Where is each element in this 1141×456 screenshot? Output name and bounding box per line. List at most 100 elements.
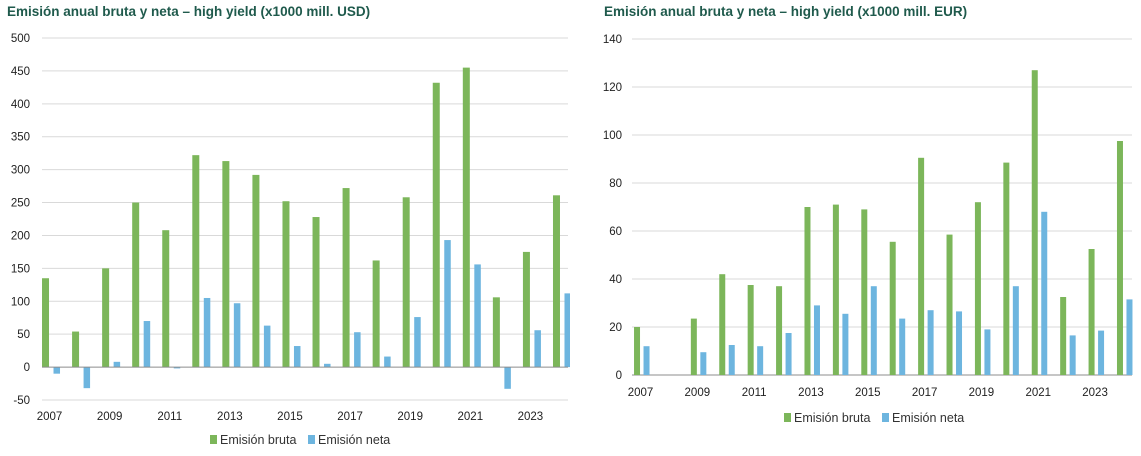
bar-emision-bruta-2024 xyxy=(1116,141,1123,375)
x-tick-label: 2011 xyxy=(157,411,182,423)
gridlines xyxy=(42,37,568,401)
bar-emision-neta-2020 xyxy=(444,240,451,368)
bar-emision-bruta-2015 xyxy=(282,201,290,368)
y-tick-label: 120 xyxy=(603,82,622,94)
bar-emision-bruta-2021 xyxy=(1031,70,1038,375)
y-tick-label: 300 xyxy=(11,165,30,177)
bar-emision-neta-2017 xyxy=(354,332,361,368)
bar-emision-bruta-2014 xyxy=(252,174,260,368)
bar-emision-neta-2011 xyxy=(173,367,181,369)
bar-emision-neta-2023 xyxy=(534,330,541,368)
x-tick-label: 2019 xyxy=(397,411,423,423)
bar-emision-neta-2019 xyxy=(984,329,991,375)
y-tick-label: 100 xyxy=(603,130,622,142)
bar-emision-neta-2022 xyxy=(504,367,511,389)
bar-emision-bruta-2015 xyxy=(861,209,868,375)
legend-label-emision-neta: Emisión neta xyxy=(318,433,390,447)
bar-emision-neta-2019 xyxy=(414,317,421,368)
chart-eur: Emisión anual bruta y neta – high yield … xyxy=(603,4,1133,425)
bar-emision-neta-2020 xyxy=(1012,286,1019,375)
bar-emision-neta-2015 xyxy=(293,346,301,368)
bar-emision-neta-2013 xyxy=(813,305,820,375)
x-tick-label: 2021 xyxy=(1025,387,1051,399)
bar-emision-bruta-2010 xyxy=(719,274,726,375)
bar-emision-neta-2018 xyxy=(384,356,391,368)
y-tick-label: 200 xyxy=(11,230,30,242)
bar-emision-neta-2009 xyxy=(113,361,121,368)
y-axis-labels: 0 20 40 60 80 100 120 140 xyxy=(603,34,622,382)
y-tick-label: 150 xyxy=(11,263,30,275)
bar-emision-neta-2024 xyxy=(1126,299,1133,375)
y-tick-label: 20 xyxy=(609,322,622,334)
bar-emision-bruta-2011 xyxy=(162,230,170,368)
y-tick-label: 60 xyxy=(609,226,622,238)
y-tick-label: 80 xyxy=(609,178,622,190)
legend-label-emision-neta: Emisión neta xyxy=(892,411,964,425)
x-tick-label: 2013 xyxy=(217,411,243,423)
x-tick-label: 2013 xyxy=(798,387,824,399)
bar-emision-bruta-2016 xyxy=(889,241,896,375)
x-tick-label: 2007 xyxy=(628,387,654,399)
bar-emision-neta-2011 xyxy=(757,346,764,375)
bar-emision-neta-2021 xyxy=(474,264,481,368)
bar-emision-neta-2016 xyxy=(899,318,906,375)
bar-emision-bruta-2018 xyxy=(372,260,380,368)
x-axis-labels: 2007 2009 2011 2013 2015 2017 2019 2021 2023 xyxy=(628,387,1108,399)
bar-emision-bruta-2021 xyxy=(462,67,470,368)
y-tick-label: 0 xyxy=(616,370,622,382)
legend-swatch-emision-neta xyxy=(882,413,889,422)
bar-emision-neta-2017 xyxy=(927,310,934,375)
x-tick-label: 2015 xyxy=(277,411,303,423)
bar-emision-bruta-2018 xyxy=(946,234,953,375)
bar-emision-neta-2023 xyxy=(1098,330,1105,375)
bar-emision-bruta-2014 xyxy=(832,204,839,375)
x-tick-label: 2011 xyxy=(742,387,767,399)
bar-emision-bruta-2012 xyxy=(776,286,783,375)
y-tick-label: 0 xyxy=(24,362,30,374)
legend-swatch-emision-bruta xyxy=(210,435,217,444)
bar-emision-neta-2012 xyxy=(203,297,211,368)
bar-emision-bruta-2022 xyxy=(1060,297,1067,375)
bar-emision-bruta-2016 xyxy=(312,217,320,368)
bar-emision-neta-2016 xyxy=(324,363,331,368)
x-tick-label: 2023 xyxy=(1082,387,1108,399)
bar-emision-neta-2022 xyxy=(1069,335,1076,375)
y-tick-label: 500 xyxy=(11,33,30,45)
bar-emision-bruta-2009 xyxy=(690,318,697,375)
legend: Emisión bruta Emisión neta xyxy=(784,411,964,425)
legend-label-emision-bruta: Emisión bruta xyxy=(794,411,870,425)
bar-emision-neta-2014 xyxy=(263,325,271,368)
y-axis-labels: -50 0 50 100 150 200 250 300 350 400 450 500 xyxy=(11,33,30,407)
bars xyxy=(634,70,1133,375)
x-tick-label: 2017 xyxy=(337,411,363,423)
legend-swatch-emision-neta xyxy=(308,435,315,444)
bar-emision-neta-2008 xyxy=(83,367,91,389)
y-tick-label: 40 xyxy=(609,274,622,286)
chart-title: Emisión anual bruta y neta – high yield … xyxy=(7,4,370,19)
bar-emision-bruta-2024 xyxy=(552,195,560,368)
y-tick-label: 250 xyxy=(11,198,30,210)
bars xyxy=(42,67,570,389)
bar-emision-bruta-2013 xyxy=(222,161,230,368)
bar-emision-bruta-2020 xyxy=(1003,162,1010,375)
bar-emision-bruta-2020 xyxy=(432,82,440,368)
bar-emision-bruta-2012 xyxy=(192,155,200,368)
bar-emision-bruta-2011 xyxy=(747,285,754,375)
x-tick-label: 2009 xyxy=(97,411,123,423)
bar-emision-bruta-2009 xyxy=(102,268,110,368)
bar-emision-neta-2018 xyxy=(956,311,963,375)
y-tick-label: 400 xyxy=(11,99,30,111)
y-tick-label: 140 xyxy=(603,34,622,46)
bar-emision-neta-2012 xyxy=(785,333,792,375)
bar-emision-bruta-2017 xyxy=(342,188,350,368)
legend: Emisión bruta Emisión neta xyxy=(210,433,390,447)
x-tick-label: 2021 xyxy=(458,411,484,423)
bar-emision-bruta-2023 xyxy=(1088,249,1095,375)
bar-emision-bruta-2023 xyxy=(522,251,530,368)
legend-label-emision-bruta: Emisión bruta xyxy=(220,433,296,447)
bar-emision-bruta-2022 xyxy=(492,297,500,368)
y-tick-label: 50 xyxy=(17,329,30,341)
bar-emision-bruta-2008 xyxy=(72,331,80,368)
bar-emision-neta-2007 xyxy=(643,346,650,375)
